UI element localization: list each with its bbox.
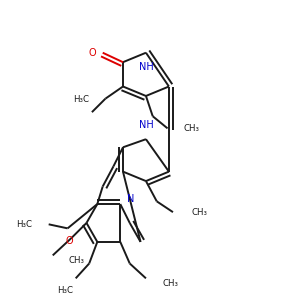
Text: O: O xyxy=(65,236,73,245)
Text: CH₃: CH₃ xyxy=(192,208,208,217)
Text: NH: NH xyxy=(139,120,153,130)
Text: NH: NH xyxy=(139,62,153,72)
Text: CH₃: CH₃ xyxy=(162,279,178,288)
Text: H₃C: H₃C xyxy=(16,220,32,229)
Text: CH₃: CH₃ xyxy=(184,124,200,133)
Text: H₃C: H₃C xyxy=(73,95,89,104)
Text: H₃C: H₃C xyxy=(57,286,73,296)
Text: O: O xyxy=(88,48,96,58)
Text: CH₃: CH₃ xyxy=(69,256,85,265)
Text: N: N xyxy=(127,194,134,204)
